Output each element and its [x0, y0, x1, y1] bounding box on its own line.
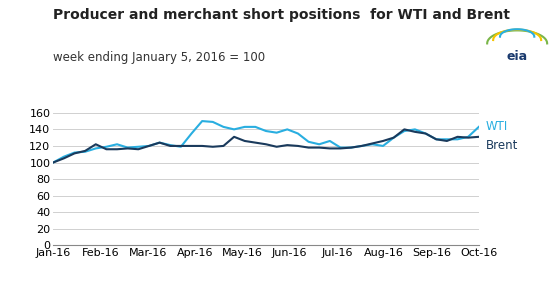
Text: Brent: Brent: [486, 139, 518, 152]
Text: eia: eia: [507, 50, 528, 63]
Text: WTI: WTI: [486, 120, 508, 133]
Text: Producer and merchant short positions  for WTI and Brent: Producer and merchant short positions fo…: [53, 8, 510, 23]
Text: week ending January 5, 2016 = 100: week ending January 5, 2016 = 100: [53, 51, 265, 64]
